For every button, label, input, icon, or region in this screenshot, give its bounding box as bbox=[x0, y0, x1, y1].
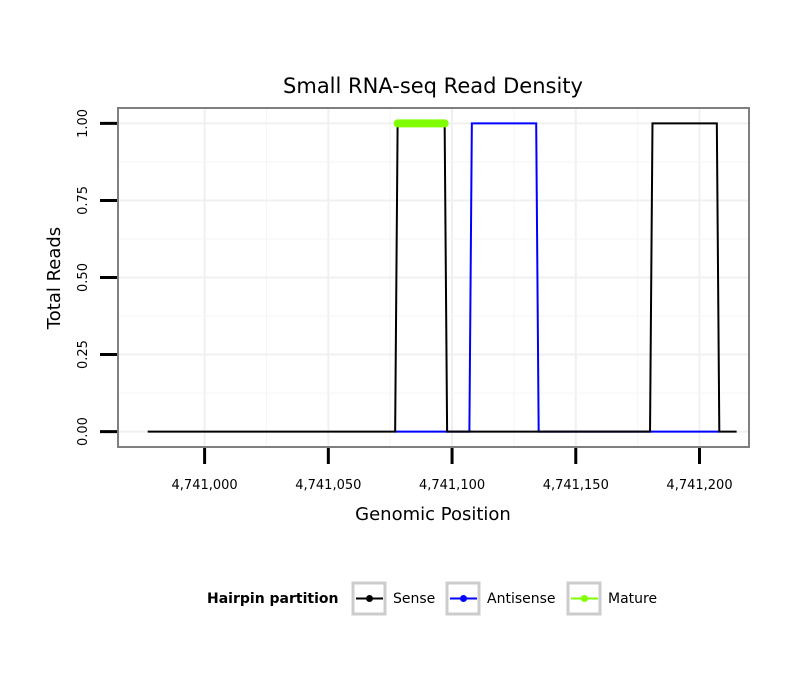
series-line-sense bbox=[147, 122, 737, 433]
legend: Hairpin partition Sense Antisense Mature bbox=[207, 581, 657, 616]
plot-panel-border bbox=[117, 107, 750, 448]
chart-title: Small RNA-seq Read Density bbox=[283, 74, 583, 98]
x-tick-label: 4,741,150 bbox=[543, 478, 609, 493]
legend-item-mature: Mature bbox=[566, 581, 657, 616]
legend-label: Antisense bbox=[487, 591, 556, 607]
y-axis-title: Total Reads bbox=[44, 227, 65, 330]
x-axis-title: Genomic Position bbox=[355, 504, 511, 525]
legend-key-point bbox=[460, 595, 467, 602]
y-tick-label: 0.75 bbox=[76, 186, 91, 215]
series-layer bbox=[147, 119, 737, 433]
x-tick-label: 4,741,200 bbox=[666, 478, 732, 493]
x-tick-label: 4,741,000 bbox=[172, 478, 238, 493]
x-tick-label: 4,741,100 bbox=[419, 478, 485, 493]
legend-key-point bbox=[581, 595, 588, 602]
y-tick-label: 0.50 bbox=[76, 263, 91, 292]
x-tick-label: 4,741,050 bbox=[295, 478, 361, 493]
legend-title: Hairpin partition bbox=[207, 591, 338, 607]
axes: 4,741,000 4,741,050 4,741,100 4,741,150 4,74… bbox=[76, 109, 733, 493]
y-tick-label: 1.00 bbox=[76, 109, 91, 138]
grid bbox=[118, 108, 749, 447]
y-tick-label: 0.00 bbox=[76, 417, 91, 446]
legend-label: Mature bbox=[608, 591, 657, 607]
legend-item-sense: Sense bbox=[351, 581, 435, 616]
legend-label: Sense bbox=[393, 591, 435, 607]
legend-key-point bbox=[366, 595, 373, 602]
legend-item-antisense: Antisense bbox=[445, 581, 556, 616]
y-tick-label: 0.25 bbox=[76, 340, 91, 369]
